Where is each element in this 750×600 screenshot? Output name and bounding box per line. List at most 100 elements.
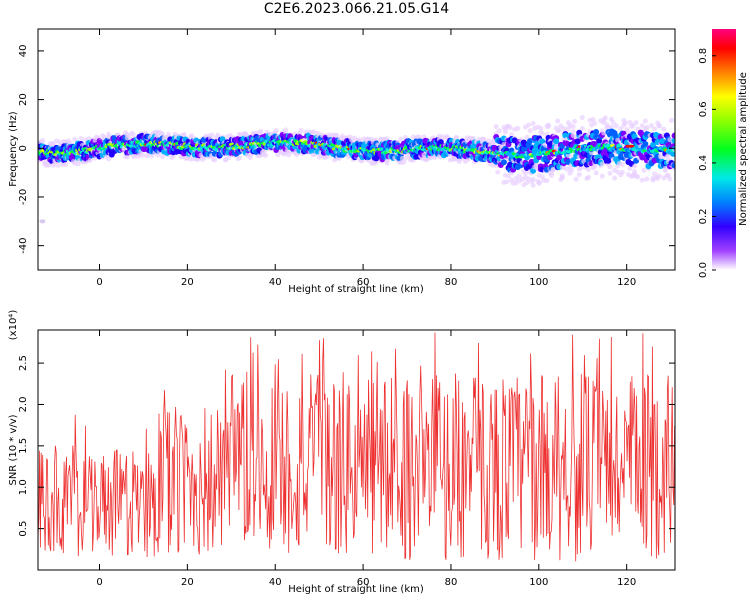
y-tick-label: 1.0 (18, 479, 29, 495)
colorbar-tick-label: 0.6 (698, 101, 709, 117)
spectrogram-cell (333, 132, 339, 138)
colorbar-label: Normalized spectral amplitude (738, 72, 749, 226)
figure-title: C2E6.2023.066.21.05.G14 (263, 1, 450, 17)
spectrogram-cell (149, 153, 155, 159)
spectrogram-cell (212, 157, 218, 163)
spectrogram-cell (166, 131, 172, 137)
spectrogram-cell (550, 167, 556, 173)
spectrogram-cell (437, 139, 444, 146)
x-tick-label: 40 (269, 277, 282, 288)
spectrogram-cell (530, 121, 536, 127)
colorbar-tick-label: 0.8 (698, 48, 709, 64)
spectrogram-cell (106, 131, 112, 137)
spectrogram-cell (215, 132, 221, 138)
spectrogram-cell (263, 153, 269, 159)
spectrogram-cell (671, 162, 675, 169)
spectrogram-cell (515, 125, 521, 131)
spectrogram-cell (613, 123, 619, 129)
spectrogram-cell (619, 161, 625, 167)
snr-y-axis: 0.5 1.0 1.5 2.0 2.5 (18, 355, 675, 537)
x-tick-label: 0 (96, 577, 102, 588)
spectrogram-cell (593, 170, 599, 176)
x-tick-label: 80 (445, 277, 458, 288)
spectrogram-cell (402, 155, 408, 161)
spectrogram-cell (590, 116, 596, 122)
x-tick-label: 100 (529, 277, 548, 288)
spectrogram-cell (40, 138, 46, 144)
spectrogram-cell (140, 152, 146, 158)
spectrogram-x-axis: 0 20 40 60 80 100 120 (96, 29, 636, 288)
spectrogram-cell (619, 169, 625, 175)
spectrogram-cell (87, 157, 93, 163)
spectrogram-cell (609, 124, 615, 130)
spectrogram-cell (509, 132, 515, 138)
spectrogram-cell (507, 161, 514, 168)
spectrogram-cell (650, 141, 657, 148)
spectrogram-cell (530, 182, 536, 188)
spectrogram-cell (572, 118, 578, 124)
y-tick-label: 0 (18, 145, 29, 151)
snr-x-axis: 0 20 40 60 80 100 120 (96, 330, 636, 588)
spectrogram-cell (596, 137, 603, 144)
spectrogram-cell (573, 176, 579, 182)
x-tick-label: 60 (357, 277, 370, 288)
spectrogram-cell (632, 163, 638, 169)
spectrogram-cell (527, 128, 533, 134)
spectrogram-cell (555, 118, 561, 124)
x-tick-label: 0 (96, 277, 102, 288)
spectrogram-cell (516, 173, 522, 179)
spectrogram-cell (607, 164, 613, 170)
spectrogram-cell (506, 173, 512, 179)
spectrogram-cell (556, 127, 562, 133)
spectrogram-cell (504, 179, 510, 185)
spectrogram-cell (549, 173, 555, 179)
spectrogram-cell (644, 176, 650, 182)
spectrogram-cell (612, 175, 618, 181)
spectrogram-cell (593, 129, 600, 136)
spectrogram-heatmap (38, 115, 675, 224)
spectrogram-cell (579, 115, 585, 121)
spectrogram-cell (592, 163, 598, 169)
spectrogram-cell (670, 150, 675, 157)
snr-x-label: Height of straight line (km) (288, 584, 424, 595)
spectrogram-cell (502, 129, 508, 135)
spectrogram-cell (273, 128, 279, 134)
spectrogram-cell (525, 122, 531, 128)
colorbar-tick-label: 0.0 (698, 262, 709, 278)
spectrogram-cell (226, 155, 232, 161)
spectrogram-cell (599, 161, 605, 167)
spectrogram-cell (496, 128, 502, 134)
spectrogram-cell (401, 159, 407, 165)
spectrogram-y-axis: -40 -20 0 20 40 (18, 45, 675, 254)
spectrogram-cell (283, 127, 289, 133)
snr-y-label: SNR (10 * v/v) (8, 414, 19, 485)
spectrogram-cell (576, 172, 582, 178)
spectrogram-cell (556, 154, 563, 161)
spectrogram-cell (531, 151, 538, 156)
spectrogram-cell (570, 124, 576, 130)
spectrogram-cell (398, 136, 404, 142)
spectrogram-cell (72, 136, 78, 142)
x-tick-label: 20 (181, 577, 194, 588)
spectrogram-cell (642, 118, 648, 124)
spectrogram-cell (671, 137, 675, 144)
y-tick-label: 2.5 (18, 355, 29, 371)
spectrogram-cell (667, 176, 673, 182)
spectrogram-cell (591, 141, 598, 148)
spectrogram-cell (189, 133, 195, 139)
spectrogram-cell (627, 119, 633, 125)
snr-series-line (38, 332, 675, 562)
y-tick-label: 1.5 (18, 438, 29, 454)
spectrogram-cell (592, 120, 598, 126)
spectrogram-cell (661, 126, 667, 132)
y-tick-label: 20 (18, 93, 29, 106)
spectrogram-cell (258, 129, 264, 135)
y-tick-label: 0.5 (18, 521, 29, 537)
spectrogram-cell (639, 123, 645, 129)
spectrogram-cell (39, 219, 46, 224)
y-tick-label: -20 (18, 189, 29, 205)
spectrogram-cell (453, 134, 459, 140)
x-tick-label: 20 (181, 277, 194, 288)
spectrogram-cell (599, 173, 605, 179)
